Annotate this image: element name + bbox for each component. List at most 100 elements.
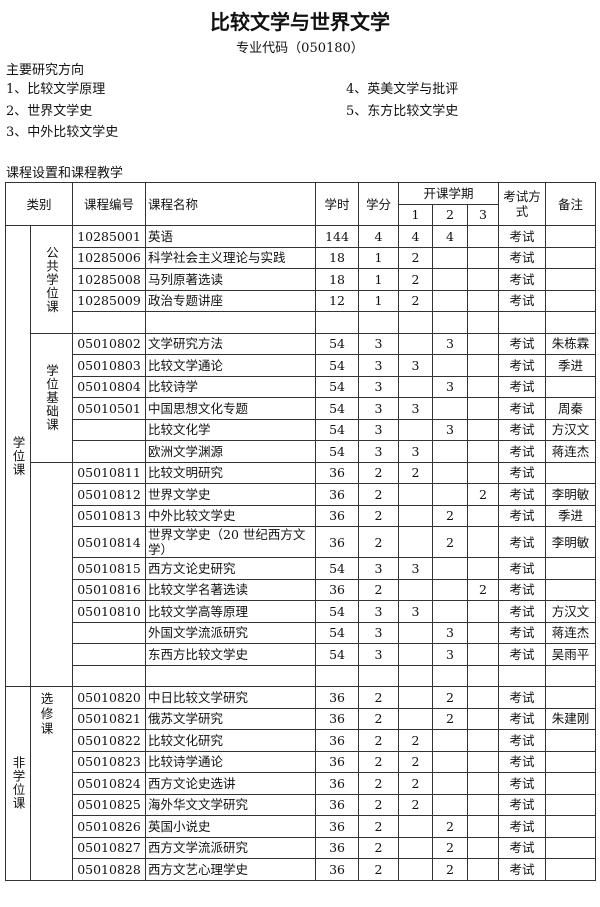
course-hours: 18 (315, 246, 360, 269)
course-name: 外国文学流派研究 (145, 621, 317, 644)
course-s1: 2 (398, 750, 434, 773)
course-s2: 3 (432, 621, 469, 644)
course-hours: 36 (315, 526, 360, 558)
table-row (6, 664, 597, 687)
course-s2: 2 (432, 504, 469, 527)
empty-cell (467, 289, 500, 312)
table-row: 类别 课程编号 课程名称 学时 学分 开课学期 考试方式 备注 (4, 182, 597, 226)
table-row: 05010822 比较文化研究 36 2 2 考试 (6, 729, 597, 752)
course-s1: 4 (398, 225, 434, 248)
empty-cell (72, 643, 147, 666)
empty-cell (545, 729, 597, 752)
course-hours: 36 (315, 483, 360, 506)
empty-cell (467, 750, 500, 773)
course-s2: 3 (432, 643, 469, 666)
course-exam: 考试 (498, 418, 547, 441)
course-credits: 2 (358, 858, 400, 881)
course-credits: 3 (358, 621, 400, 644)
course-hours: 54 (315, 600, 360, 623)
course-hours: 36 (315, 504, 360, 527)
course-s1: 2 (398, 772, 434, 795)
course-hours: 36 (315, 729, 360, 752)
course-hours: 36 (315, 772, 360, 795)
course-name: 政治专题讲座 (145, 289, 317, 312)
section-label: 非学位课 (5, 686, 31, 881)
table-row: 05010821 俄苏文学研究 36 2 2 考试 朱建刚 (6, 707, 597, 730)
course-code: 05010802 (72, 332, 147, 355)
course-exam: 考试 (498, 526, 547, 558)
empty-cell (398, 504, 434, 527)
course-name: 比较文明研究 (145, 461, 317, 484)
empty-cell (545, 311, 597, 334)
course-code: 05010804 (72, 375, 147, 398)
empty-cell (467, 600, 500, 623)
course-credits: 3 (358, 354, 400, 377)
empty-cell (398, 836, 434, 859)
empty-cell (467, 815, 500, 838)
course-hours: 36 (315, 836, 360, 859)
empty-cell (467, 557, 500, 580)
course-exam: 考试 (498, 225, 547, 248)
course-name: 比较文学名著选读 (145, 578, 317, 601)
course-exam: 考试 (498, 686, 547, 709)
course-credits: 2 (358, 772, 400, 795)
direction: 3、中外比较文学史 (6, 125, 119, 140)
table-row: 05010803 比较文学通论 54 3 3 考试 季进 (6, 354, 597, 377)
empty-cell (545, 268, 597, 291)
course-code: 05010826 (72, 815, 147, 838)
group-label: 学位基础课 (29, 332, 74, 463)
course-hours: 54 (315, 354, 360, 377)
table-row: 05010816 比较文学名著选读 36 2 2 考试 (6, 578, 597, 601)
course-credits: 3 (358, 643, 400, 666)
course-credits: 3 (358, 418, 400, 441)
table-row: 05010810 比较文学高等原理 54 3 3 考试 方汉文 (6, 600, 597, 623)
empty-cell (398, 526, 434, 558)
course-note: 方汉文 (545, 600, 597, 623)
course-credits: 1 (358, 289, 400, 312)
course-credits: 2 (358, 461, 400, 484)
empty-cell (467, 504, 500, 527)
course-s1: 2 (398, 289, 434, 312)
empty-cell (398, 418, 434, 441)
empty-cell (545, 750, 597, 773)
empty-cell (467, 375, 500, 398)
empty-cell (545, 289, 597, 312)
table-row: 05010828 西方文艺心理学史 36 2 2 考试 (6, 858, 597, 881)
empty-cell (467, 793, 500, 816)
empty-cell (398, 375, 434, 398)
header-cell: 学时 (315, 182, 360, 226)
course-s1: 3 (398, 354, 434, 377)
course-hours: 36 (315, 793, 360, 816)
course-exam: 考试 (498, 246, 547, 269)
course-code: 05010822 (72, 729, 147, 752)
empty-cell (358, 664, 400, 687)
course-exam: 考试 (498, 483, 547, 506)
course-code: 05010823 (72, 750, 147, 773)
empty-cell (432, 289, 469, 312)
course-credits: 2 (358, 750, 400, 773)
course-exam: 考试 (498, 332, 547, 355)
empty-cell (432, 793, 469, 816)
course-code: 05010814 (72, 526, 147, 558)
empty-cell (72, 664, 147, 687)
course-s1: 3 (398, 600, 434, 623)
course-s1: 2 (398, 793, 434, 816)
section-heading: 课程设置和课程教学 (6, 166, 124, 181)
course-name: 比较文学通论 (145, 354, 317, 377)
course-note: 蒋连杰 (545, 440, 597, 463)
course-credits: 2 (358, 526, 400, 558)
table-row: 05010811 比较文明研究 36 2 2 考试 (6, 461, 597, 687)
course-code: 05010811 (72, 461, 147, 484)
course-credits: 2 (358, 836, 400, 859)
empty-cell (545, 793, 597, 816)
course-name: 西方文论史研究 (145, 557, 317, 580)
course-credits: 2 (358, 729, 400, 752)
empty-cell (545, 686, 597, 709)
course-name: 中外比较文学史 (145, 504, 317, 527)
table-row: 05010825 海外华文文学研究 36 2 2 考试 (6, 793, 597, 816)
course-code: 05010812 (72, 483, 147, 506)
empty-cell (432, 246, 469, 269)
empty-cell (398, 621, 434, 644)
course-note: 方汉文 (545, 418, 597, 441)
course-hours: 36 (315, 707, 360, 730)
